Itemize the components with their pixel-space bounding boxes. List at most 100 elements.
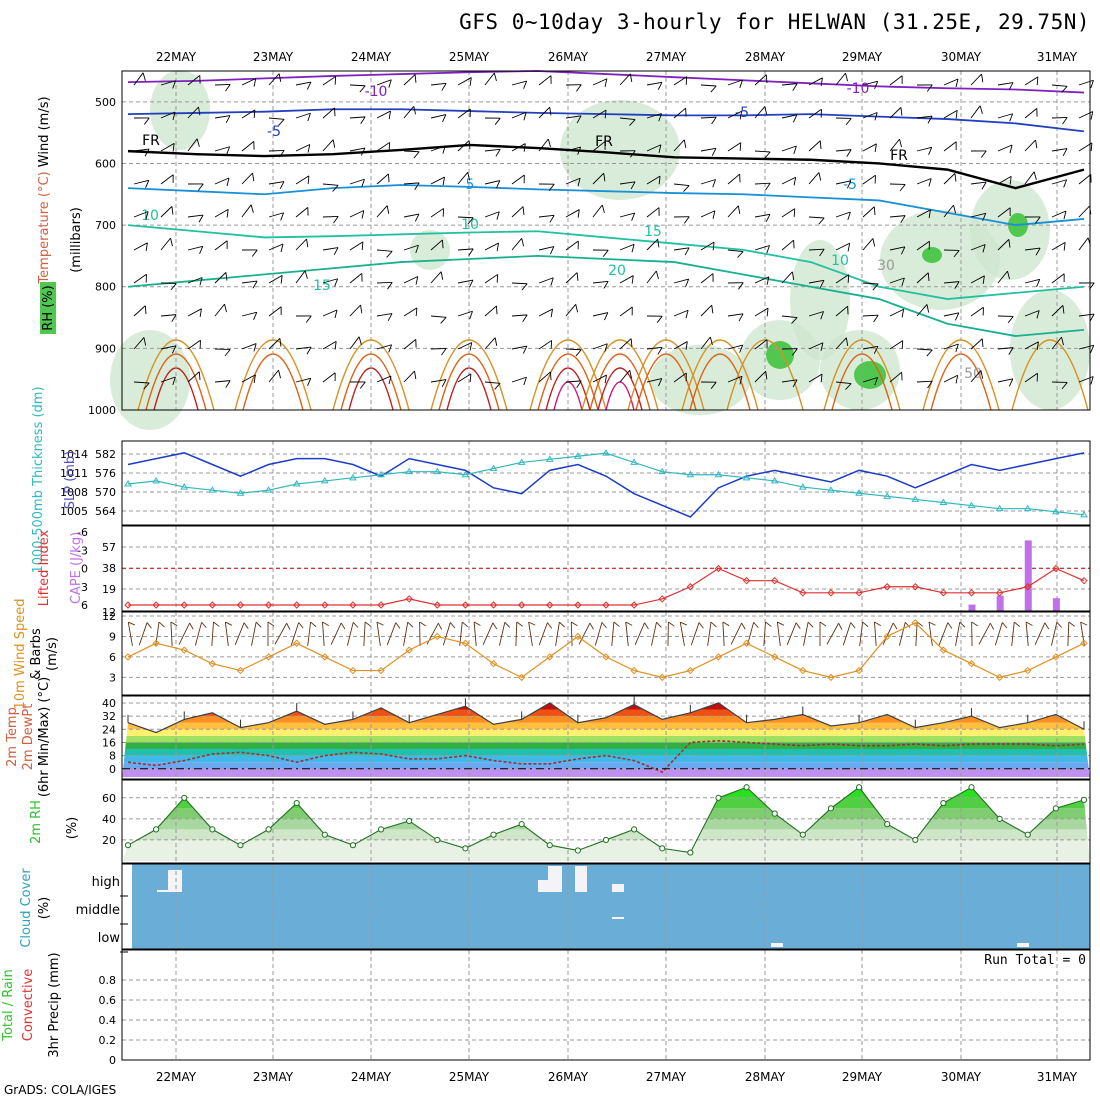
- run-total-label: Run Total = 0: [984, 953, 1086, 968]
- barb-shaft: [808, 373, 823, 383]
- barb-shaft: [826, 623, 840, 645]
- wind-barb: [592, 109, 607, 119]
- barb-flag: [523, 174, 525, 184]
- lifted-index-marker: [236, 601, 245, 609]
- barb-flag: [738, 282, 744, 290]
- barb-flag: [1009, 207, 1011, 217]
- barb-flag: [710, 621, 717, 628]
- barb-flag: [766, 245, 770, 254]
- pressure-tick-label: 500: [95, 96, 116, 109]
- surface-wind-barb: [898, 621, 911, 646]
- barb-flag: [170, 238, 173, 247]
- barb-shaft: [268, 369, 279, 383]
- barb-flag: [172, 80, 177, 89]
- barb-flag: [874, 621, 881, 626]
- barb-flag: [549, 215, 555, 223]
- barb-flag: [253, 343, 257, 352]
- barb-shaft: [592, 280, 609, 284]
- wind-barb: [997, 270, 1010, 284]
- barb-shaft: [916, 115, 933, 119]
- temp-color-band: [122, 762, 1090, 769]
- barb-flag: [577, 240, 579, 250]
- barb-flag: [469, 342, 473, 351]
- wind10m-frame: [121, 611, 1091, 696]
- wind-barb: [484, 72, 497, 86]
- barb-shaft: [1078, 174, 1092, 185]
- barb-flag: [656, 621, 662, 628]
- wind-barb: [646, 81, 663, 90]
- thickness-marker: [545, 455, 554, 462]
- barb-shaft: [978, 622, 991, 645]
- barb-shaft: [430, 145, 446, 152]
- barb-shaft: [1024, 341, 1039, 350]
- barb-shaft: [133, 273, 147, 284]
- warm-contour: [581, 339, 659, 411]
- wind-barb: [781, 83, 798, 91]
- barb-shaft: [403, 622, 409, 646]
- barb-flag: [467, 217, 474, 225]
- barb-shaft: [835, 117, 852, 119]
- barb-flag: [577, 209, 580, 218]
- barb-shaft: [241, 141, 255, 152]
- rh-shade: [410, 230, 450, 270]
- barb-flag: [904, 621, 911, 628]
- barb-shaft: [700, 84, 717, 87]
- barb-flag: [576, 272, 579, 281]
- temp-color-band: [122, 749, 1090, 756]
- wind-barb: [511, 345, 528, 354]
- barb-shaft: [862, 314, 879, 317]
- wind10m-marker: [686, 666, 695, 675]
- lifted-index-marker: [152, 601, 160, 609]
- surface-wind-barb: [1067, 621, 1075, 647]
- barb-flag: [901, 75, 903, 85]
- barb-shaft: [274, 623, 288, 645]
- barb-flag: [603, 281, 609, 289]
- thickness-marker: [349, 473, 357, 481]
- wind-barb: [214, 83, 231, 92]
- barb-shaft: [997, 347, 1014, 350]
- lifted-index-marker: [349, 601, 357, 609]
- barb-flag: [359, 381, 366, 389]
- wind-barb: [970, 212, 987, 222]
- barb-flag: [819, 280, 825, 288]
- wind-barb: [943, 109, 958, 119]
- barb-shaft: [727, 205, 739, 218]
- barb-shaft: [835, 337, 847, 350]
- barb-shaft: [1024, 372, 1038, 383]
- temp-ylabel-text: (6hr Min/Max) (°C): [37, 677, 52, 797]
- surface-wind-barb: [679, 621, 688, 646]
- wind10m-marker: [602, 653, 610, 661]
- barb-shaft: [241, 374, 256, 383]
- barb-flag: [928, 621, 936, 626]
- barb-flag: [189, 622, 194, 630]
- precip-ylabel-text: Total / Rain: [1, 969, 16, 1042]
- barb-shaft: [592, 172, 605, 185]
- wind-barb: [943, 204, 956, 218]
- wind10m-marker: [546, 653, 554, 661]
- wind-barb: [1024, 171, 1037, 185]
- barb-flag: [764, 151, 771, 159]
- wind-barb: [727, 313, 744, 322]
- barb-flag: [306, 81, 312, 90]
- barb-flag: [1062, 148, 1068, 157]
- barb-flag: [577, 178, 581, 187]
- barb-shaft: [268, 73, 280, 86]
- temp-ylabel: 2m Temp 2m DewPt (6hr Min/Max) (°C): [5, 677, 52, 797]
- barb-shaft: [619, 338, 632, 350]
- wind-barb: [700, 116, 717, 125]
- rh-tick-label: 60: [102, 792, 116, 805]
- barb-shaft: [241, 311, 257, 317]
- barb-flag: [199, 75, 201, 84]
- barb-flag: [437, 622, 443, 630]
- wind-barb: [943, 141, 957, 152]
- barb-flag: [846, 149, 852, 157]
- thickness-marker: [236, 489, 245, 496]
- barb-shaft: [727, 249, 744, 252]
- cape-tick-label: 57: [102, 541, 116, 554]
- barb-shaft: [322, 183, 339, 186]
- barb-flag: [494, 337, 498, 346]
- barb-shaft: [430, 347, 447, 350]
- wind-barb: [322, 309, 338, 319]
- barb-flag: [547, 138, 551, 148]
- wind-barb: [187, 183, 204, 191]
